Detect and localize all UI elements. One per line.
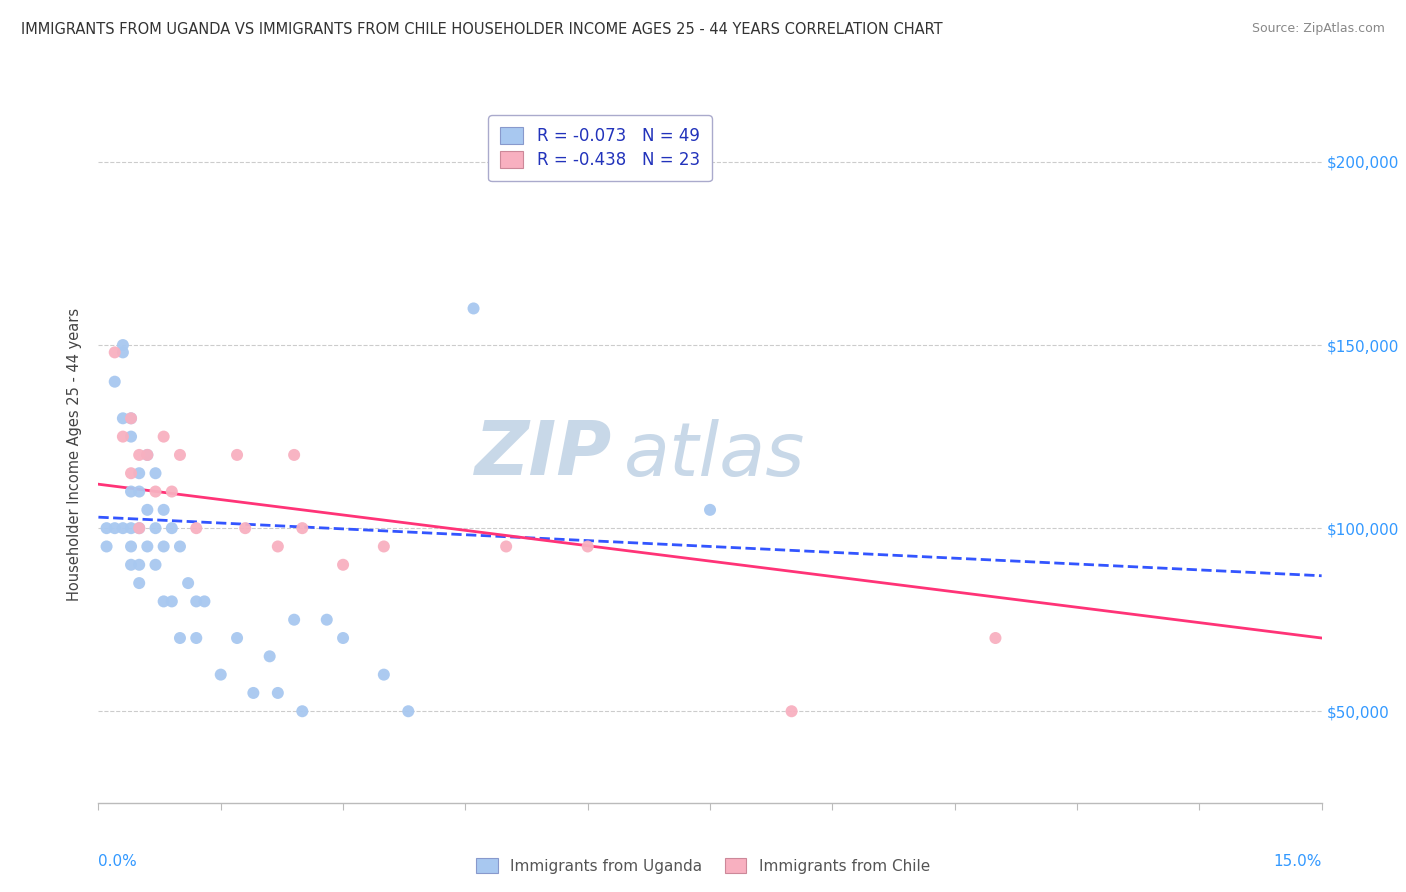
Point xyxy=(104,375,127,389)
Point xyxy=(463,301,485,316)
Point xyxy=(160,521,183,535)
Point xyxy=(267,686,290,700)
Point xyxy=(152,594,174,608)
Point xyxy=(193,594,215,608)
Point xyxy=(169,448,191,462)
Legend: Immigrants from Uganda, Immigrants from Chile: Immigrants from Uganda, Immigrants from … xyxy=(470,852,936,880)
Point xyxy=(111,429,134,443)
Point xyxy=(291,521,314,535)
Point xyxy=(128,467,150,481)
Point xyxy=(96,540,118,554)
Point xyxy=(120,411,142,425)
Point xyxy=(233,521,256,535)
Point xyxy=(226,448,249,462)
Point xyxy=(120,521,142,535)
Point xyxy=(128,484,150,499)
Point xyxy=(128,576,150,591)
Point xyxy=(373,540,395,554)
Point xyxy=(186,631,208,645)
Y-axis label: Householder Income Ages 25 - 44 years: Householder Income Ages 25 - 44 years xyxy=(67,309,83,601)
Text: 0.0%: 0.0% xyxy=(98,854,138,869)
Point xyxy=(136,503,159,517)
Text: ZIP: ZIP xyxy=(475,418,612,491)
Point xyxy=(128,448,150,462)
Point xyxy=(96,521,118,535)
Point xyxy=(152,540,174,554)
Point xyxy=(984,631,1007,645)
Point xyxy=(145,467,167,481)
Point xyxy=(120,429,142,443)
Point xyxy=(186,594,208,608)
Point xyxy=(291,704,314,718)
Point xyxy=(136,448,159,462)
Point xyxy=(128,521,150,535)
Point xyxy=(332,558,354,572)
Point xyxy=(242,686,264,700)
Point xyxy=(209,667,232,681)
Point xyxy=(396,704,419,718)
Point xyxy=(332,631,354,645)
Point xyxy=(259,649,281,664)
Point xyxy=(177,576,200,591)
Point xyxy=(120,411,142,425)
Point xyxy=(136,448,159,462)
Point xyxy=(104,521,127,535)
Point xyxy=(699,503,721,517)
Point xyxy=(315,613,337,627)
Point xyxy=(120,540,142,554)
Point xyxy=(136,540,159,554)
Point xyxy=(128,521,150,535)
Point xyxy=(160,594,183,608)
Point xyxy=(283,613,305,627)
Point xyxy=(576,540,599,554)
Point xyxy=(104,345,127,359)
Point xyxy=(152,429,174,443)
Text: 15.0%: 15.0% xyxy=(1274,854,1322,869)
Point xyxy=(111,345,134,359)
Point xyxy=(169,631,191,645)
Point xyxy=(111,411,134,425)
Point xyxy=(145,484,167,499)
Point xyxy=(169,540,191,554)
Point xyxy=(120,467,142,481)
Point xyxy=(495,540,517,554)
Point xyxy=(780,704,803,718)
Point xyxy=(120,558,142,572)
Point xyxy=(226,631,249,645)
Text: IMMIGRANTS FROM UGANDA VS IMMIGRANTS FROM CHILE HOUSEHOLDER INCOME AGES 25 - 44 : IMMIGRANTS FROM UGANDA VS IMMIGRANTS FRO… xyxy=(21,22,942,37)
Point xyxy=(111,521,134,535)
Point xyxy=(373,667,395,681)
Point xyxy=(160,484,183,499)
Point xyxy=(145,521,167,535)
Point xyxy=(128,558,150,572)
Point xyxy=(120,484,142,499)
Point xyxy=(283,448,305,462)
Point xyxy=(267,540,290,554)
Point xyxy=(152,503,174,517)
Legend: R = -0.073   N = 49, R = -0.438   N = 23: R = -0.073 N = 49, R = -0.438 N = 23 xyxy=(488,115,711,181)
Text: Source: ZipAtlas.com: Source: ZipAtlas.com xyxy=(1251,22,1385,36)
Point xyxy=(111,338,134,352)
Point xyxy=(145,558,167,572)
Text: atlas: atlas xyxy=(624,419,806,491)
Point xyxy=(186,521,208,535)
